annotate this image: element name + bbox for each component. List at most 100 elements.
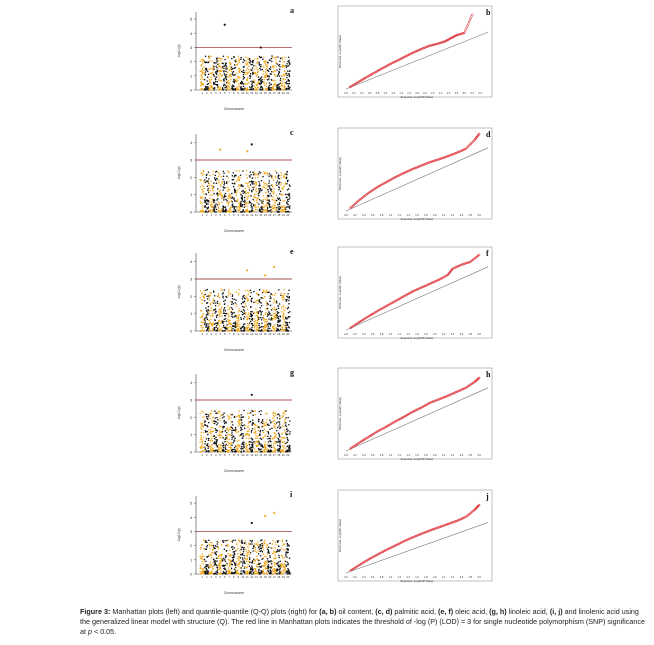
snp-point [277, 305, 280, 307]
qq-x-tick-label: 2.4 [451, 453, 455, 457]
snp-point [288, 198, 290, 201]
snp-point [221, 194, 224, 197]
snp-point [261, 78, 263, 81]
snp-point [210, 556, 213, 559]
snp-point [228, 433, 231, 436]
snp-point [223, 83, 225, 85]
snp-point [270, 422, 272, 424]
snp-point [282, 298, 285, 301]
qq-x-axis-title: Expected -Log10(P-Value) [401, 457, 434, 461]
snp-point [233, 311, 235, 314]
snp-point [275, 177, 277, 179]
snp-point [227, 433, 229, 436]
x-tick-label: 18 [277, 91, 281, 95]
snp-point [271, 55, 273, 57]
snp-point [281, 433, 283, 435]
snp-point [208, 78, 211, 80]
snp-point [213, 75, 216, 77]
snp-point [253, 210, 255, 212]
snp-point [247, 58, 250, 60]
snp-point [206, 443, 209, 445]
snp-point [228, 418, 230, 420]
snp-point [222, 62, 224, 65]
snp-point [229, 571, 231, 574]
snp-point [284, 70, 286, 73]
snp-point [248, 210, 251, 213]
snp-point [220, 310, 222, 312]
snp-point [265, 422, 267, 424]
snp-point [242, 61, 244, 64]
snp-point [269, 330, 271, 332]
snp-point [274, 571, 276, 574]
snp-point [258, 300, 261, 303]
snp-point [231, 295, 234, 297]
snp-point [213, 177, 216, 179]
snp-point [205, 87, 207, 89]
snp-point [241, 190, 243, 193]
snp-point [249, 60, 252, 62]
snp-point [263, 424, 266, 427]
snp-point [266, 75, 269, 77]
snp-point [260, 413, 262, 416]
snp-point [272, 85, 274, 88]
snp-point [280, 438, 282, 441]
snp-point [199, 412, 201, 415]
snp-point [203, 569, 206, 572]
snp-point [199, 555, 202, 557]
snp-point [206, 571, 209, 573]
snp-point [258, 316, 260, 319]
snp-point [270, 563, 273, 565]
snp-point [208, 209, 210, 211]
snp-point [277, 421, 279, 423]
snp-point [247, 329, 249, 332]
snp-point [275, 56, 278, 59]
snp-point [208, 87, 211, 90]
snp-point [250, 441, 252, 443]
snp-point [218, 447, 220, 450]
snp-point [248, 57, 251, 60]
snp-point [214, 443, 216, 445]
snp-point [204, 71, 207, 73]
snp-point [246, 430, 249, 432]
snp-point [231, 329, 233, 332]
snp-point [225, 208, 227, 210]
snp-point [257, 70, 259, 73]
snp-point [217, 304, 220, 307]
snp-point [252, 61, 254, 64]
snp-point [203, 61, 206, 63]
snp-point [266, 174, 269, 176]
snp-point [214, 78, 217, 81]
snp-point [257, 293, 260, 296]
snp-point [252, 324, 254, 326]
snp-point [200, 74, 202, 76]
snp-point [270, 561, 272, 563]
snp-point [248, 322, 251, 324]
snp-point [217, 87, 219, 89]
snp-point [207, 416, 209, 418]
snp-point [209, 59, 211, 62]
snp-point [199, 557, 202, 560]
snp-point [222, 170, 225, 173]
snp-point [274, 175, 277, 177]
snp-point [223, 564, 226, 567]
snp-point [272, 192, 275, 194]
snp-point [205, 309, 208, 311]
snp-point [233, 210, 235, 213]
qq-x-axis-title: Expected -Log10(P-Value) [401, 336, 434, 340]
snp-point [218, 88, 221, 90]
snp-point [233, 198, 235, 201]
snp-point [277, 56, 279, 58]
snp-point [270, 446, 273, 448]
snp-point [232, 556, 235, 559]
snp-point [217, 323, 220, 326]
snp-point [283, 429, 286, 432]
snp-point [267, 433, 270, 435]
snp-point [215, 203, 217, 205]
snp-point [278, 556, 281, 559]
snp-point [287, 79, 290, 81]
snp-point [273, 327, 276, 330]
snp-point [225, 70, 227, 73]
snp-point [259, 562, 261, 565]
snp-point [260, 69, 262, 71]
snp-point [253, 200, 255, 202]
